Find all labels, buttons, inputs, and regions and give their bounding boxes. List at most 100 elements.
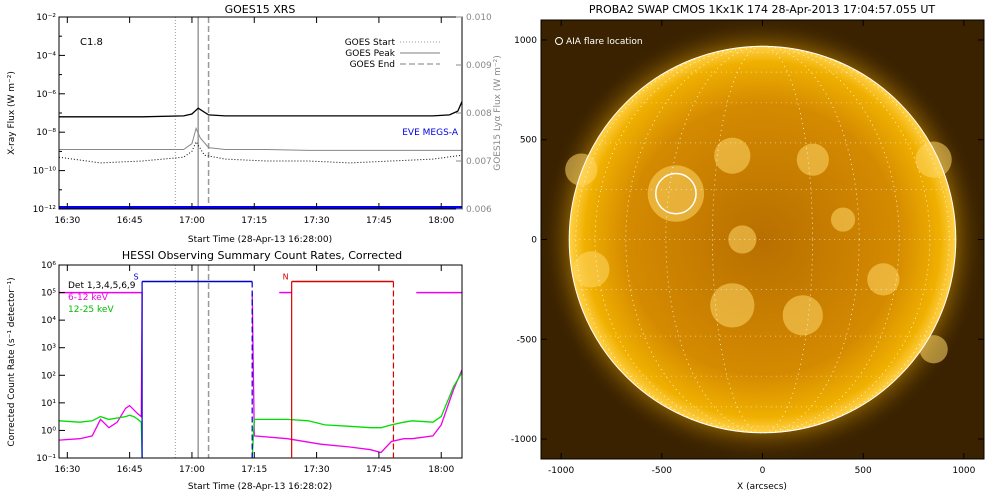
hessi-plot-frame (58, 264, 463, 459)
goes-y-tick-label: 10⁻⁴ (36, 51, 56, 61)
goes-x-tick-label: 17:00 (179, 216, 205, 226)
goes-y-ticks: 10⁻¹² 10⁻¹⁰ 10⁻⁸ 10⁻⁶ 10⁻⁴ 10⁻² (33, 13, 65, 215)
swap-legend-marker (555, 37, 563, 45)
goes-series-line (59, 126, 462, 151)
swap-active-region (573, 251, 610, 288)
swap-x-ticks: -1000 -500 0 500 1000 (548, 20, 976, 476)
swap-active-region (919, 335, 948, 364)
goes-legend-end: GOES End (350, 60, 395, 70)
swap-active-region (867, 263, 900, 296)
hessi-ylabel: Corrected Count Rate (s⁻¹ detector⁻¹) (7, 277, 17, 446)
hessi-legend: Det 1,3,4,5,6,9 6-12 keV 12-25 keV (68, 281, 136, 315)
hessi-series-line (59, 414, 143, 458)
swap-active-region (796, 143, 829, 176)
swap-flare-circle (655, 172, 697, 215)
goes-plot-frame (58, 16, 463, 210)
hessi-x-tick-label: 18:00 (428, 465, 454, 475)
goes-y2-tick-label: 0.006 (466, 205, 492, 215)
goes-xlabel: Start Time (28-Apr-13 16:28:00) (188, 235, 332, 245)
swap-active-region (915, 141, 952, 178)
goes-xrs-panel: GOES15 XRS 10⁻¹² 10⁻¹⁰ 10⁻⁸ 10⁻⁶ 10⁻⁴ 10⁻² 0.… (7, 3, 503, 245)
hessi-y-tick-label: 10⁴ (41, 316, 56, 326)
swap-active-region (728, 225, 757, 254)
swap-y-tick-label: 0 (531, 236, 537, 246)
goes-x-tick-label: 16:30 (54, 216, 80, 226)
goes-series-line (59, 101, 462, 118)
hessi-y-ticks: 10⁻¹ 10⁰ 10¹ 10² 10³ 10⁴ 10⁵ 10⁶ (36, 261, 65, 464)
hessi-series-line (59, 292, 143, 441)
goes-y2-tick-label: 0.010 (466, 13, 492, 23)
hessi-event-lines (174, 265, 210, 458)
hessi-y-tick-label: 10³ (41, 344, 56, 354)
hessi-panel: HESSI Observing Summary Count Rates, Cor… (7, 249, 463, 492)
hessi-y-tick-label: 10¹ (41, 399, 56, 409)
goes-title: GOES15 XRS (225, 3, 296, 16)
hessi-x-tick-label: 16:45 (117, 465, 143, 475)
swap-title: PROBA2 SWAP CMOS 1Kx1K 174 28-Apr-2013 1… (589, 3, 936, 16)
swap-xlabel: X (arcsecs) (737, 482, 787, 492)
goes-legend: GOES Start GOES Peak GOES End (345, 38, 440, 70)
hessi-y-tick-label: 10⁻¹ (36, 454, 56, 464)
hessi-marker-label: S (134, 273, 139, 282)
hessi-x-tick-label: 17:45 (366, 465, 392, 475)
goes-series-line (59, 140, 462, 164)
goes-y-tick-label: 10⁻⁶ (36, 90, 56, 100)
swap-active-region (714, 137, 751, 174)
swap-image-panel: PROBA2 SWAP CMOS 1Kx1K 174 28-Apr-2013 1… (511, 3, 985, 492)
swap-x-tick-label: 500 (855, 466, 872, 476)
swap-active-region (830, 207, 856, 232)
swap-y-tick-label: 1000 (514, 36, 537, 46)
hessi-y-tick-label: 10⁰ (41, 426, 56, 436)
swap-y-tick-label: -1000 (511, 435, 537, 445)
hessi-y-tick-label: 10² (41, 371, 56, 381)
swap-grid-meridian (712, 45, 813, 434)
hessi-legend-12-25: 12-25 keV (68, 305, 114, 315)
goes-event-lines (174, 17, 210, 209)
goes-series-group (59, 101, 462, 209)
hessi-title: HESSI Observing Summary Count Rates, Cor… (122, 249, 402, 262)
goes-x-tick-label: 18:00 (428, 216, 454, 226)
goes-ylabel: X-ray Flux (W m⁻²) (7, 71, 17, 155)
swap-active-region (782, 295, 823, 336)
swap-grid-meridian (665, 45, 860, 434)
hessi-xlabel: Start Time (28-Apr-13 16:28:02) (188, 482, 332, 492)
goes-y2-ticks: 0.006 0.007 0.008 0.009 0.010 (456, 13, 492, 215)
goes-x-tick-label: 17:45 (366, 216, 392, 226)
goes-y2-tick-label: 0.008 (466, 109, 492, 119)
goes-y2label: GOES15 Lyα Flux (W m⁻²) (493, 55, 503, 171)
goes-legend-peak: GOES Peak (345, 49, 395, 59)
hessi-marker-label: N (283, 273, 289, 282)
goes-y-tick-label: 10⁻¹⁰ (33, 167, 57, 177)
hessi-series-line (251, 292, 462, 454)
hessi-x-tick-label: 16:30 (54, 465, 80, 475)
hessi-x-tick-label: 17:30 (304, 465, 330, 475)
swap-x-tick-label: 1000 (952, 466, 975, 476)
goes-eve-annotation: EVE MEGS-A (402, 128, 459, 138)
swap-active-region (565, 153, 598, 186)
hessi-x-ticks: 16:30 16:45 17:00 17:15 17:30 17:45 18:00 (54, 265, 454, 475)
goes-y2-tick-label: 0.007 (466, 157, 492, 167)
swap-x-tick-label: -1000 (548, 466, 574, 476)
hessi-legend-6-12: 6-12 keV (68, 293, 109, 303)
goes-x-ticks: 16:30 16:45 17:00 17:15 17:30 17:45 18:00 (54, 17, 454, 226)
hessi-legend-det: Det 1,3,4,5,6,9 (68, 281, 136, 291)
swap-active-region (710, 283, 755, 328)
swap-sun-disk (569, 46, 956, 433)
goes-x-tick-label: 17:15 (241, 216, 267, 226)
hessi-y-tick-label: 10⁵ (41, 289, 56, 299)
goes-x-tick-label: 16:45 (117, 216, 143, 226)
hessi-series-group (59, 291, 462, 458)
goes-y-tick-label: 10⁻⁸ (36, 128, 56, 138)
hessi-x-tick-label: 17:15 (241, 465, 267, 475)
goes-legend-start: GOES Start (345, 38, 396, 48)
hessi-series-line (251, 372, 462, 458)
goes-y-tick-label: 10⁻² (36, 13, 56, 23)
swap-y-ticks: 1000 500 0 -500 -1000 (511, 36, 984, 445)
swap-y-tick-label: -500 (517, 335, 538, 345)
swap-limb-circle (568, 45, 957, 434)
hessi-x-tick-label: 17:00 (179, 465, 205, 475)
hessi-y-tick-label: 10⁶ (41, 261, 56, 271)
goes-y2-tick-label: 0.009 (466, 61, 492, 71)
swap-x-tick-label: -500 (652, 466, 673, 476)
